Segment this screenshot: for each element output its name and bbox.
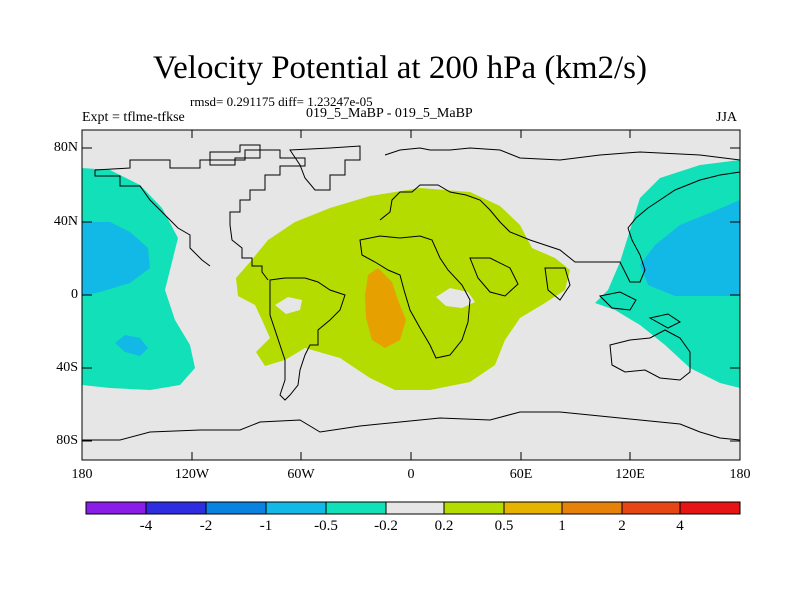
lon-label-180w: 180 [71, 467, 93, 482]
map-title: Velocity Potential at 200 hPa (km2/s) [152, 50, 648, 86]
stats-line: rmsd= 0.291175 diff= 1.23247e-05 [190, 94, 373, 109]
strong-negative-west [82, 222, 150, 296]
positive-hole-east [436, 288, 475, 308]
strong-positive-region [365, 268, 406, 348]
coastlines [82, 144, 741, 441]
colorbar-box-8 [503, 501, 563, 515]
lat-ticks [82, 147, 740, 442]
lat-label-40n: 40N [53, 214, 78, 229]
colorbar-box-7 [443, 501, 505, 515]
colorbar-box-6 [385, 501, 445, 515]
colorbar-box-2 [145, 501, 207, 515]
colorbar-label: -0.5 [314, 518, 338, 534]
colorbar-label: 0.5 [494, 518, 514, 534]
lat-label-0: 0 [71, 287, 78, 302]
lon-label-120w: 120W [174, 467, 210, 482]
positive-hole-west [275, 297, 302, 314]
strong-negative-east [640, 200, 740, 296]
colorbar-label: -1 [259, 518, 273, 534]
colorbar-label: -4 [139, 518, 153, 534]
colorbar-box-3 [205, 501, 267, 515]
experiment-label: Expt = tflme-tfkse [82, 110, 185, 125]
lat-label-80n: 80N [53, 140, 78, 155]
colorbar-box-9 [561, 501, 623, 515]
colorbar-box-5 [325, 501, 387, 515]
colorbar-label: 0.2 [434, 518, 454, 534]
lon-label-120e: 120E [615, 467, 645, 482]
lat-label-40s: 40S [56, 360, 78, 375]
colorbar-box-1 [85, 501, 147, 515]
case-label: 019_5_MaBP - 019_5_MaBP [306, 106, 473, 121]
colorbar-label: 2 [618, 518, 626, 534]
colorbar-label: -2 [199, 518, 213, 534]
lon-ticks [81, 130, 741, 460]
positive-region [236, 188, 570, 390]
colorbar-label: 1 [558, 518, 566, 534]
colorbar-box-11 [679, 501, 741, 515]
colorbar-box-10 [621, 501, 681, 515]
colorbar-label: 4 [676, 518, 684, 534]
colorbar [85, 501, 741, 515]
lon-label-180e: 180 [729, 467, 751, 482]
season-label: JJA [716, 110, 738, 125]
strong-negative-west-small [115, 335, 148, 356]
colorbar-box-4 [265, 501, 327, 515]
lon-label-60w: 60W [287, 467, 315, 482]
lat-label-80s: 80S [56, 433, 78, 448]
colorbar-label: -0.2 [374, 518, 398, 534]
lon-label-60e: 60E [509, 467, 533, 482]
lon-label-0: 0 [407, 467, 415, 482]
